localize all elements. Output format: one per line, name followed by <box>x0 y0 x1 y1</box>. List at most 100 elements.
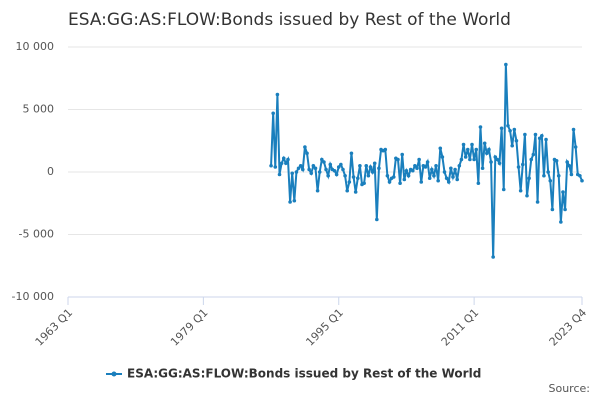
point <box>307 167 311 172</box>
point <box>474 147 479 152</box>
point <box>476 181 481 186</box>
point <box>292 198 297 203</box>
point <box>480 166 485 171</box>
point <box>542 173 546 178</box>
point <box>548 178 553 183</box>
point <box>387 180 392 184</box>
point <box>578 173 582 178</box>
point <box>415 166 419 171</box>
point <box>324 167 328 172</box>
point <box>442 170 447 174</box>
point <box>482 141 487 146</box>
point <box>372 161 377 166</box>
point <box>315 188 320 193</box>
point <box>451 175 455 179</box>
point <box>461 142 466 147</box>
point <box>343 173 347 178</box>
point <box>487 147 491 152</box>
point <box>300 167 305 172</box>
chart-title: ESA:GG:AS:FLOW:Bonds issued by Rest of t… <box>68 10 511 30</box>
point <box>489 160 493 164</box>
point <box>296 166 301 171</box>
point <box>561 190 565 194</box>
point <box>468 157 472 162</box>
point <box>275 92 280 97</box>
point <box>556 173 561 178</box>
point <box>554 158 559 163</box>
point <box>377 166 381 171</box>
point <box>529 157 534 162</box>
source: Source: <box>549 382 591 395</box>
point <box>432 173 436 178</box>
point <box>457 163 462 168</box>
point <box>501 187 506 192</box>
point <box>398 181 402 186</box>
point <box>313 166 318 171</box>
x-tick-label: 1995 Q1 <box>303 306 346 349</box>
point <box>406 173 411 178</box>
point <box>396 157 400 162</box>
point <box>385 173 390 178</box>
point <box>279 161 284 166</box>
point <box>317 170 322 174</box>
point <box>423 165 428 169</box>
point <box>499 126 504 131</box>
point <box>510 143 514 148</box>
x-tick-label: 2023 Q4 <box>547 306 590 349</box>
point <box>580 178 584 183</box>
point <box>550 207 555 212</box>
y-tick-label: 0 <box>47 165 54 178</box>
point <box>527 176 531 181</box>
point <box>311 163 316 168</box>
point <box>328 162 333 167</box>
point <box>537 136 542 141</box>
point <box>336 165 341 169</box>
point <box>518 188 523 193</box>
point <box>520 162 525 167</box>
point <box>404 168 409 173</box>
y-tick-label: 5 000 <box>23 103 55 116</box>
y-tick-label: 10 000 <box>16 40 55 53</box>
point <box>563 207 567 212</box>
point <box>400 152 405 157</box>
point <box>273 165 278 169</box>
point <box>370 170 375 174</box>
point <box>436 178 440 183</box>
x-tick-label: 2011 Q1 <box>439 306 482 349</box>
point <box>286 157 290 162</box>
point <box>463 155 468 159</box>
point <box>383 147 388 152</box>
point <box>351 175 356 179</box>
point <box>565 160 569 164</box>
point <box>506 123 510 128</box>
point <box>362 181 366 186</box>
y-tick-label: -5 000 <box>19 228 54 241</box>
point <box>358 163 362 168</box>
point <box>281 156 286 161</box>
point <box>345 188 350 193</box>
point <box>309 171 314 176</box>
point <box>533 132 538 137</box>
point <box>353 190 358 194</box>
point <box>294 170 299 174</box>
point <box>368 165 373 169</box>
point <box>430 167 434 172</box>
point <box>305 151 309 156</box>
y-tick-label: -10 000 <box>12 290 54 303</box>
point <box>298 163 303 168</box>
point <box>459 157 464 162</box>
point <box>559 220 563 224</box>
point <box>544 137 548 142</box>
point <box>455 177 460 182</box>
point <box>571 127 576 132</box>
point <box>546 170 550 174</box>
point <box>478 125 483 129</box>
point <box>523 132 527 137</box>
point <box>472 157 476 162</box>
point <box>453 167 457 172</box>
point <box>465 147 470 152</box>
point <box>444 176 449 181</box>
point <box>497 161 502 166</box>
